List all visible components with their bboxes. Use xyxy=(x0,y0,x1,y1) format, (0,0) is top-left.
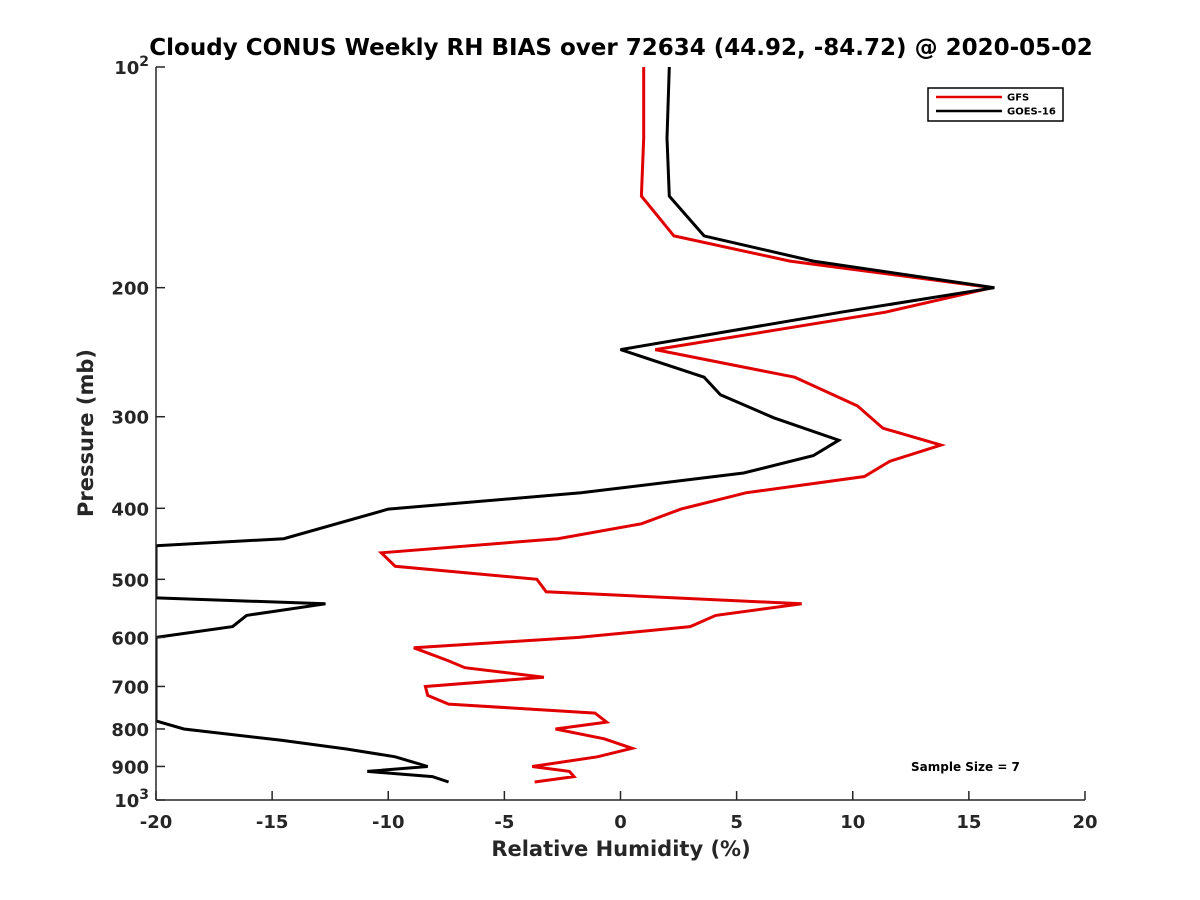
legend-label-gfs: GFS xyxy=(1007,93,1029,104)
y-tick-label: 200 xyxy=(111,279,149,300)
series-line-goes16 xyxy=(156,67,995,784)
series-group xyxy=(156,67,995,784)
plot-area xyxy=(156,67,1085,800)
x-tick-label: 5 xyxy=(730,812,743,833)
axes-background xyxy=(156,67,1085,800)
legend: GFS GOES-16 xyxy=(927,87,1064,122)
sample-size-annotation: Sample Size = 7 xyxy=(911,760,1020,774)
x-tick-label: -15 xyxy=(256,812,289,833)
series-layer xyxy=(156,67,995,784)
x-tick-label: 15 xyxy=(956,812,981,833)
y-tick-label: 600 xyxy=(111,628,149,649)
y-tick-label: 500 xyxy=(111,570,149,591)
legend-box xyxy=(927,87,1064,122)
x-tick-label: -10 xyxy=(372,812,405,833)
y-tick-label: 400 xyxy=(111,499,149,520)
chart-title: Cloudy CONUS Weekly RH BIAS over 72634 (… xyxy=(149,35,1092,61)
x-axis-label: Relative Humidity (%) xyxy=(491,837,750,861)
y-axis-label: Pressure (mb) xyxy=(74,349,98,517)
legend-label-goes16: GOES-16 xyxy=(1007,107,1056,118)
y-tick-label: 103 xyxy=(114,787,149,812)
y-tick-label: 900 xyxy=(111,757,149,778)
series-line-gfs xyxy=(377,67,993,784)
x-tick-label: 0 xyxy=(614,812,627,833)
x-tick-label: -20 xyxy=(140,812,173,833)
x-tick-label: -5 xyxy=(494,812,514,833)
y-tick-label: 102 xyxy=(114,54,149,79)
y-tick-label: 300 xyxy=(111,408,149,429)
axes-layer: -20 -15 -10 -5 0 5 10 15 20 102 200 300 400 500 600 700… xyxy=(111,54,1097,833)
y-tick-label: 700 xyxy=(111,677,149,698)
y-tick-label: 800 xyxy=(111,720,149,741)
x-tick-label: 20 xyxy=(1072,812,1097,833)
x-tick-label: 10 xyxy=(840,812,865,833)
